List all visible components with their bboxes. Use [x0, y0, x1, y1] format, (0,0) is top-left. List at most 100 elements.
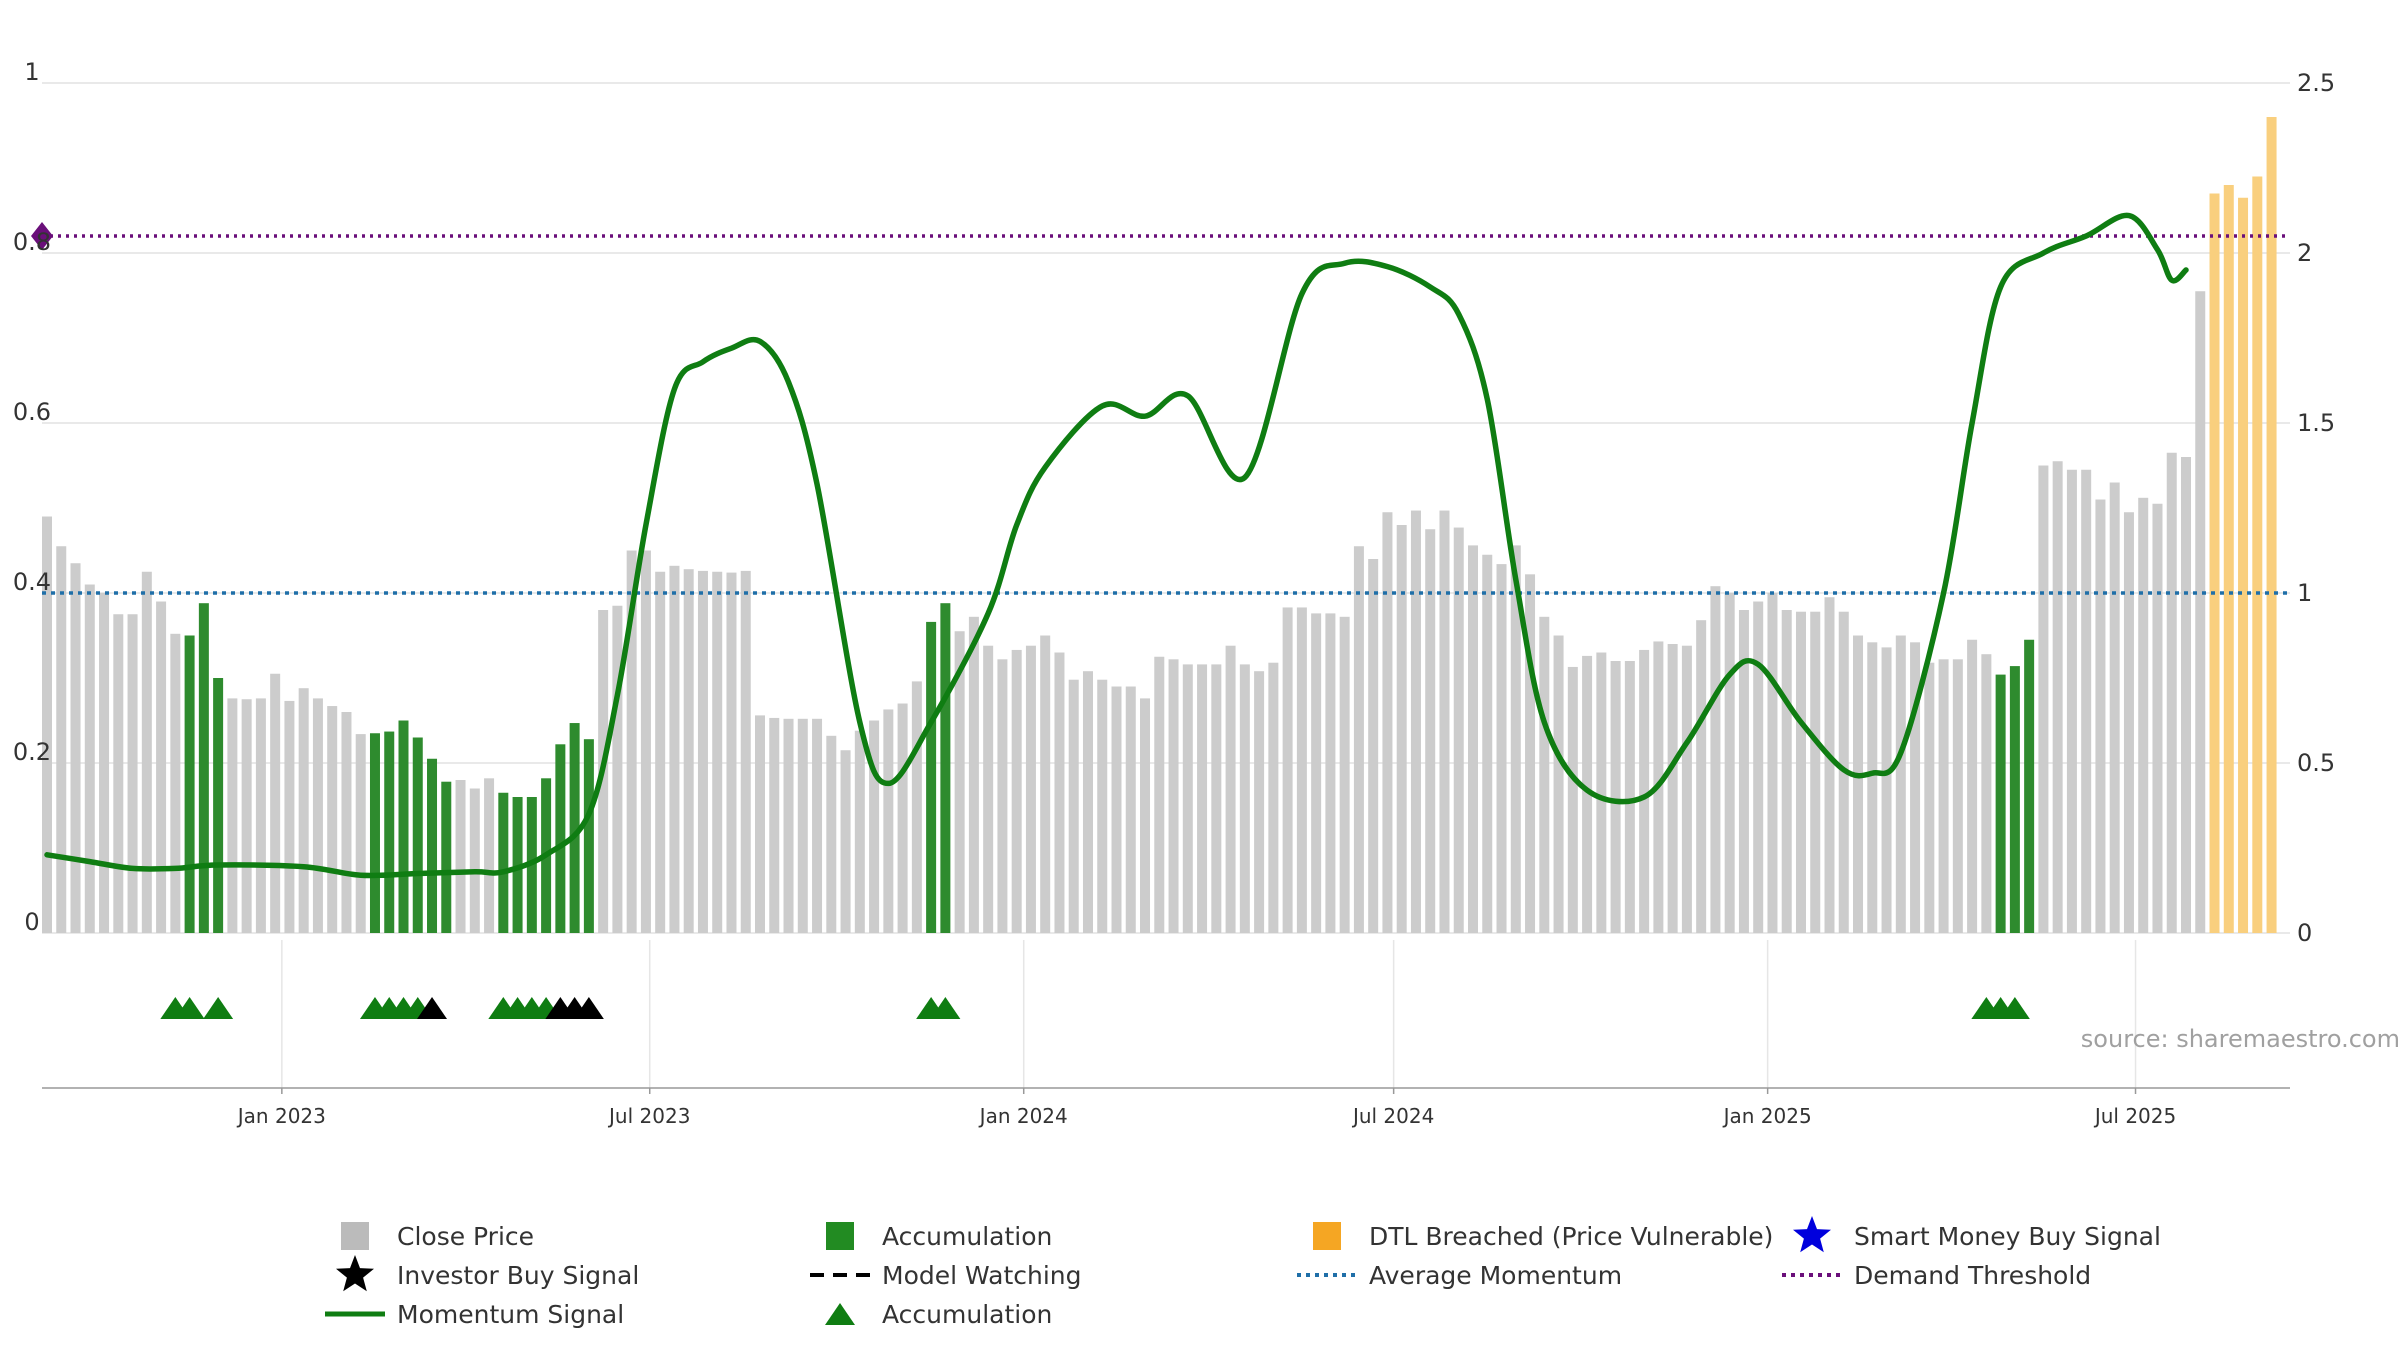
- legend-item: DTL Breached (Price Vulnerable): [1313, 1222, 1773, 1251]
- close-price-bar: [1767, 593, 1778, 933]
- legend-star-icon: [1793, 1216, 1831, 1253]
- signal-markers: [160, 997, 2030, 1019]
- close-price-bar: [1667, 644, 1678, 933]
- legend-label: Demand Threshold: [1854, 1261, 2091, 1290]
- accumulation-triangle-marker: [203, 997, 234, 1019]
- close-price-bar: [70, 563, 81, 933]
- close-price-bar: [1453, 527, 1464, 933]
- x-axis-tick-label: Jul 2023: [607, 1104, 690, 1128]
- close-price-bar: [341, 712, 352, 933]
- dtl-breached-bar: [2209, 193, 2220, 933]
- signal-lines: [31, 212, 2290, 879]
- momentum-signal-line: [44, 212, 2189, 879]
- close-price-bar: [640, 550, 651, 933]
- close-price-bar: [1140, 698, 1151, 933]
- accumulation-bar: [441, 781, 452, 933]
- close-price-bar: [1795, 611, 1806, 933]
- close-price-bar: [1895, 635, 1906, 933]
- accumulation-triangle-marker: [1999, 997, 2030, 1019]
- accumulation-bar: [184, 635, 195, 933]
- left-axis-tick-label: 0.8: [13, 228, 51, 256]
- legend-item: Average Momentum: [1297, 1261, 1622, 1290]
- close-price-bar: [469, 788, 480, 933]
- legend: Close Price Accumulation DTL Breached (Pri…: [325, 1216, 2161, 1329]
- close-price-bar: [284, 700, 295, 933]
- close-price-bar: [1025, 645, 1036, 933]
- legend-label: Investor Buy Signal: [397, 1261, 639, 1290]
- accumulation-bar: [2009, 666, 2020, 933]
- close-price-bar: [1396, 525, 1407, 933]
- close-price-bar: [2138, 497, 2149, 933]
- close-price-bar: [84, 584, 95, 933]
- close-price-bar: [655, 571, 666, 933]
- close-price-bar: [1610, 661, 1621, 933]
- close-price-bar: [1738, 610, 1749, 933]
- legend-triangle-icon: [825, 1303, 855, 1325]
- close-price-bar: [826, 735, 837, 933]
- close-price-bar: [1510, 545, 1521, 933]
- close-price-bar: [1410, 510, 1421, 933]
- close-price-bar: [1082, 671, 1093, 933]
- close-price-bar: [56, 546, 67, 933]
- close-price-bar: [1282, 607, 1293, 933]
- close-price-bar: [1125, 686, 1136, 933]
- source-text: source: sharemaestro.com: [2081, 1025, 2400, 1053]
- accumulation-bar: [926, 621, 937, 933]
- dtl-breached-bar: [2223, 185, 2234, 933]
- close-price-bar: [1582, 655, 1593, 933]
- close-price-bar: [1197, 664, 1208, 933]
- close-price-bar: [2066, 469, 2077, 933]
- close-price-bar: [1211, 664, 1222, 933]
- legend-label: Average Momentum: [1369, 1261, 1622, 1290]
- close-price-bar: [484, 778, 495, 933]
- close-price-bar: [2152, 503, 2163, 933]
- dtl-breached-bar: [2252, 176, 2263, 933]
- close-price-bar: [1724, 593, 1735, 933]
- close-price-bar: [2095, 499, 2106, 933]
- x-axis-tick-label: Jan 2025: [1722, 1104, 1812, 1128]
- demand-threshold-marker: [31, 222, 53, 250]
- investor-buy-marker: [417, 997, 448, 1019]
- close-price-bar: [1168, 659, 1179, 933]
- accumulation-bar: [369, 733, 380, 933]
- close-price-bar: [1040, 635, 1051, 933]
- close-price-bar: [1981, 654, 1992, 933]
- close-price-bar: [141, 571, 152, 933]
- close-price-bar: [1881, 647, 1892, 933]
- accumulation-bar: [427, 758, 438, 933]
- legend-item: Investor Buy Signal: [336, 1255, 639, 1292]
- close-price-bar: [312, 698, 323, 933]
- x-axis-tick-label: Jul 2025: [2093, 1104, 2176, 1128]
- close-price-bar: [726, 572, 737, 933]
- accumulation-bar: [1995, 674, 2006, 933]
- close-price-bar: [883, 709, 894, 933]
- close-price-bar: [1382, 512, 1393, 933]
- accumulation-triangle-marker: [174, 997, 205, 1019]
- close-price-bar: [1681, 645, 1692, 933]
- accumulation-bar: [569, 723, 580, 933]
- close-price-bar: [2181, 457, 2191, 933]
- close-price-bar: [911, 681, 922, 933]
- close-price-bar: [997, 659, 1008, 933]
- close-price-bar: [1853, 635, 1864, 933]
- close-price-bar: [1268, 662, 1279, 933]
- close-price-bar: [1054, 652, 1065, 933]
- legend-item: Momentum Signal: [325, 1300, 624, 1329]
- close-price-bar: [2052, 461, 2063, 933]
- close-price-bar: [968, 616, 979, 933]
- close-price-bar: [954, 631, 965, 933]
- accumulation-bar: [498, 792, 509, 933]
- close-price-bar: [1967, 639, 1978, 933]
- accumulation-bar: [198, 603, 209, 933]
- close-price-bar: [1910, 642, 1921, 933]
- close-price-bar: [99, 593, 110, 933]
- close-price-bar: [1154, 656, 1165, 933]
- close-price-bar: [683, 569, 694, 933]
- left-axis-tick-label: 0.4: [13, 568, 51, 596]
- close-price-bar: [1567, 666, 1578, 933]
- close-price-bar: [1938, 659, 1949, 933]
- close-price-bar: [1710, 586, 1721, 933]
- close-price-bar: [1254, 671, 1265, 933]
- close-price-bar: [740, 570, 751, 933]
